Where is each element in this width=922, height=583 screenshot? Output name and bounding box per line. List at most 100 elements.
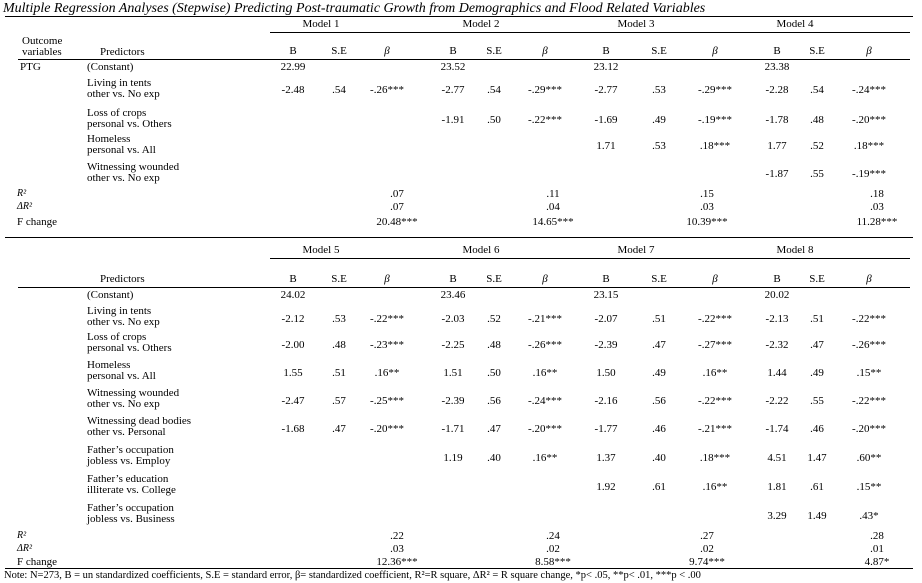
table-cell: -.20*** xyxy=(852,114,886,126)
predictor-label: Homeless xyxy=(87,133,131,145)
table-cell: -2.47 xyxy=(281,395,305,407)
table-cell: -.27*** xyxy=(698,339,732,351)
table-cell: -.24*** xyxy=(852,84,886,96)
table-cell: 4.51 xyxy=(767,452,787,464)
column-header: B xyxy=(449,45,457,57)
table-cell: .15** xyxy=(856,367,882,379)
column-header: β xyxy=(866,273,872,285)
table-cell: -2.07 xyxy=(594,313,618,325)
table-note: Note: N=273, B = un standardized coeffic… xyxy=(4,570,701,581)
table-cell: 20.02 xyxy=(764,289,790,301)
stat-value: .07 xyxy=(390,201,404,213)
model-header: Model 8 xyxy=(776,244,814,256)
table-cell: 23.52 xyxy=(440,61,466,73)
stat-label: ΔR² xyxy=(17,543,32,554)
table-cell: -.29*** xyxy=(698,84,732,96)
column-header: S.E xyxy=(331,45,347,57)
column-header: S.E xyxy=(651,273,667,285)
table-cell: .61 xyxy=(652,481,666,493)
table-cell: .49 xyxy=(810,367,824,379)
table-cell: .55 xyxy=(810,168,824,180)
table-cell: -2.12 xyxy=(281,313,305,325)
stat-value: 11.28*** xyxy=(856,216,898,228)
table-cell: 1.19 xyxy=(443,452,463,464)
table-cell: .60** xyxy=(856,452,882,464)
table-cell: -2.13 xyxy=(765,313,789,325)
stat-value: 4.87* xyxy=(864,556,890,568)
table-cell: -.22*** xyxy=(698,313,732,325)
table-cell: 23.46 xyxy=(440,289,466,301)
table-cell: .47 xyxy=(652,339,666,351)
table-cell: -.25*** xyxy=(370,395,404,407)
table-cell: -1.87 xyxy=(765,168,789,180)
table-cell: -1.74 xyxy=(765,423,789,435)
table-cell: -1.78 xyxy=(765,114,789,126)
header-underline xyxy=(18,287,910,288)
table-cell: -.22*** xyxy=(528,114,562,126)
column-header: β xyxy=(542,45,548,57)
table-cell: -1.77 xyxy=(594,423,618,435)
table-cell: 1.37 xyxy=(596,452,616,464)
table-cell: .18*** xyxy=(699,140,731,152)
table-cell: 1.44 xyxy=(767,367,787,379)
predictors-header: Predictors xyxy=(100,273,145,285)
table-cell: .40 xyxy=(487,452,501,464)
table-cell: .50 xyxy=(487,114,501,126)
predictor-label: (Constant) xyxy=(87,289,134,301)
table-cell: .51 xyxy=(332,367,346,379)
header-underline xyxy=(18,59,910,60)
column-header: B xyxy=(602,45,610,57)
table-cell: -2.39 xyxy=(594,339,618,351)
model-header: Model 2 xyxy=(462,18,500,30)
stat-value: .11 xyxy=(546,188,560,200)
stat-label: F change xyxy=(17,216,58,228)
table-cell: -2.28 xyxy=(765,84,789,96)
predictor-label: Father’s occupation xyxy=(87,444,174,456)
table-cell: 1.49 xyxy=(807,510,827,522)
table-cell: .48 xyxy=(810,114,824,126)
predictor-label: illiterate vs. College xyxy=(87,484,176,496)
table-cell: 1.77 xyxy=(767,140,787,152)
table-cell: -.20*** xyxy=(528,423,562,435)
column-header: β xyxy=(712,273,718,285)
table-cell: .54 xyxy=(810,84,824,96)
table-cell: .49 xyxy=(652,367,666,379)
column-header: β xyxy=(712,45,718,57)
predictor-label: Witnessing wounded xyxy=(87,387,180,399)
model-header: Model 7 xyxy=(617,244,655,256)
column-header: β xyxy=(542,273,548,285)
table-cell: 1.92 xyxy=(596,481,616,493)
table-cell: 1.55 xyxy=(283,367,303,379)
column-header: S.E xyxy=(331,273,347,285)
table-cell: .47 xyxy=(487,423,501,435)
predictors-header: Predictors xyxy=(100,46,145,58)
stat-value: .01 xyxy=(870,543,884,555)
model-underline xyxy=(270,32,910,33)
table-cell: -2.77 xyxy=(594,84,618,96)
column-header: S.E xyxy=(651,45,667,57)
table-cell: 3.29 xyxy=(767,510,787,522)
stat-value: 12.36*** xyxy=(376,556,418,568)
table-cell: .52 xyxy=(810,140,824,152)
predictor-label: Living in tents xyxy=(87,77,152,89)
table-cell: -.22*** xyxy=(852,395,886,407)
outcome-variable: PTG xyxy=(20,61,41,73)
table-cell: 1.47 xyxy=(807,452,827,464)
table-cell: .61 xyxy=(810,481,824,493)
predictor-label: Witnessing wounded xyxy=(87,161,180,173)
predictor-label: jobless vs. Business xyxy=(87,513,175,525)
predictor-label: Homeless xyxy=(87,359,131,371)
table-cell: -.22*** xyxy=(370,313,404,325)
predictor-label: Living in tents xyxy=(87,305,152,317)
table-cell: .57 xyxy=(332,395,346,407)
table-cell: .53 xyxy=(332,313,346,325)
table-cell: 1.81 xyxy=(767,481,787,493)
table-cell: -2.16 xyxy=(594,395,618,407)
model-header: Model 5 xyxy=(302,244,340,256)
table-cell: .56 xyxy=(652,395,666,407)
table-cell: -.29*** xyxy=(528,84,562,96)
table-cell: .53 xyxy=(652,140,666,152)
predictor-label: jobless vs. Employ xyxy=(87,455,171,467)
table-cell: 24.02 xyxy=(280,289,306,301)
stat-value: .03 xyxy=(700,201,714,213)
